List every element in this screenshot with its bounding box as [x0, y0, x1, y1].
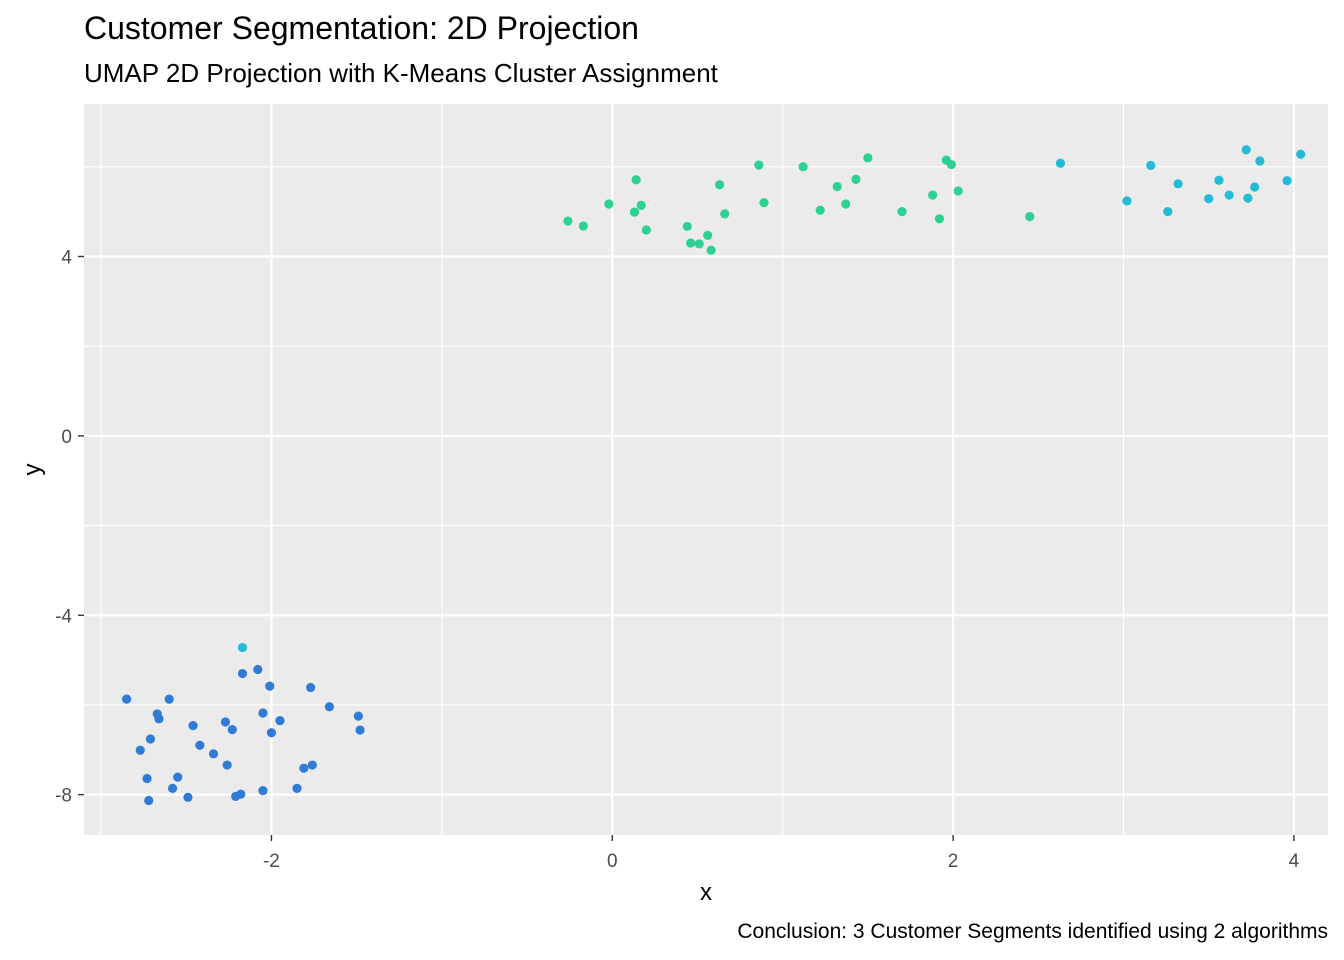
data-point-cluster-3 — [1163, 207, 1173, 217]
data-point-cluster-1 — [275, 716, 285, 726]
y-tick-label: 0 — [61, 427, 72, 448]
data-point-cluster-2 — [715, 180, 725, 190]
data-point-cluster-1 — [168, 783, 178, 793]
data-point-cluster-1 — [258, 786, 268, 796]
data-point-cluster-1 — [135, 745, 145, 755]
data-point-cluster-1 — [220, 717, 231, 727]
data-point-cluster-3 — [1055, 158, 1066, 168]
data-point-cluster-1 — [292, 783, 302, 793]
data-point-cluster-1 — [266, 728, 277, 738]
data-point-cluster-3 — [1241, 145, 1251, 155]
data-point-cluster-2 — [798, 162, 808, 172]
data-point-cluster-3 — [1146, 160, 1156, 171]
data-point-cluster-1 — [195, 740, 205, 750]
data-point-cluster-2 — [841, 199, 851, 209]
data-point-cluster-3 — [1296, 149, 1306, 159]
data-point-cluster-3 — [237, 642, 248, 653]
data-point-cluster-2 — [832, 181, 842, 192]
chart-subtitle: UMAP 2D Projection with K-Means Cluster … — [84, 58, 718, 88]
data-point-cluster-3 — [1173, 179, 1183, 189]
x-tick-label: 2 — [948, 851, 959, 872]
data-point-cluster-2 — [897, 207, 907, 217]
data-point-cluster-1 — [154, 714, 164, 724]
data-point-cluster-1 — [237, 668, 248, 679]
data-point-cluster-2 — [703, 230, 713, 241]
data-point-cluster-1 — [222, 760, 232, 770]
data-point-cluster-2 — [682, 221, 692, 232]
data-point-cluster-3 — [1243, 193, 1253, 203]
data-point-cluster-1 — [236, 789, 246, 799]
x-axis: -2 0 2 4 — [263, 835, 1300, 872]
data-point-cluster-1 — [208, 749, 219, 759]
data-point-cluster-3 — [1250, 182, 1260, 192]
data-point-cluster-2 — [953, 186, 963, 196]
data-point-cluster-2 — [563, 216, 573, 226]
chart-caption: Conclusion: 3 Customer Segments identifi… — [737, 920, 1328, 943]
data-point-cluster-1 — [164, 694, 174, 704]
data-point-cluster-2 — [928, 190, 938, 200]
data-point-cluster-2 — [754, 160, 764, 170]
data-point-cluster-1 — [299, 763, 309, 773]
data-point-cluster-3 — [1282, 176, 1292, 186]
data-point-cluster-1 — [142, 773, 152, 784]
x-tick-label: 0 — [607, 851, 618, 872]
data-point-cluster-1 — [122, 694, 132, 704]
data-point-cluster-2 — [759, 198, 769, 208]
data-point-cluster-3 — [1224, 190, 1234, 200]
data-points — [122, 145, 1306, 806]
data-point-cluster-2 — [636, 200, 646, 210]
data-point-cluster-1 — [265, 681, 275, 691]
data-point-cluster-2 — [934, 214, 945, 224]
x-tick-label: 4 — [1289, 851, 1300, 872]
data-point-cluster-1 — [173, 772, 183, 782]
chart-title: Customer Segmentation: 2D Projection — [84, 10, 639, 46]
plot-panel — [84, 104, 1328, 835]
data-point-cluster-2 — [641, 225, 651, 235]
y-tick-label: -8 — [55, 786, 72, 807]
data-point-cluster-1 — [324, 702, 334, 712]
data-point-cluster-1 — [183, 792, 193, 802]
data-point-cluster-1 — [258, 708, 268, 718]
data-point-cluster-2 — [694, 239, 704, 249]
data-point-cluster-2 — [815, 205, 825, 215]
data-point-cluster-2 — [863, 153, 873, 163]
x-axis-title: x — [700, 879, 712, 906]
data-point-cluster-1 — [306, 682, 316, 693]
data-point-cluster-2 — [1025, 211, 1035, 222]
data-point-cluster-2 — [631, 175, 641, 185]
data-point-cluster-3 — [1255, 156, 1265, 166]
data-point-cluster-3 — [1214, 175, 1224, 185]
data-point-cluster-1 — [355, 725, 365, 735]
data-point-cluster-1 — [353, 711, 363, 721]
data-point-cluster-2 — [720, 209, 730, 219]
y-axis-title: y — [19, 464, 46, 476]
data-point-cluster-1 — [307, 760, 317, 770]
data-point-cluster-2 — [706, 245, 716, 255]
data-point-cluster-1 — [145, 734, 156, 744]
data-point-cluster-1 — [253, 664, 263, 675]
major-gridlines — [84, 104, 1328, 835]
data-point-cluster-2 — [946, 159, 956, 170]
y-tick-label: -4 — [55, 606, 72, 627]
data-point-cluster-3 — [1204, 194, 1214, 204]
data-point-cluster-1 — [188, 720, 198, 731]
x-tick-label: -2 — [263, 851, 280, 872]
y-tick-label: 4 — [61, 247, 72, 268]
data-point-cluster-2 — [629, 207, 640, 217]
y-axis: -8 -4 0 4 — [55, 247, 84, 807]
minor-gridlines — [84, 104, 1328, 835]
data-point-cluster-2 — [851, 174, 861, 184]
data-point-cluster-2 — [578, 221, 588, 231]
data-point-cluster-1 — [227, 725, 237, 735]
data-point-cluster-3 — [1122, 196, 1132, 206]
data-point-cluster-2 — [604, 199, 614, 209]
data-point-cluster-1 — [144, 795, 154, 806]
data-point-cluster-2 — [686, 238, 696, 248]
